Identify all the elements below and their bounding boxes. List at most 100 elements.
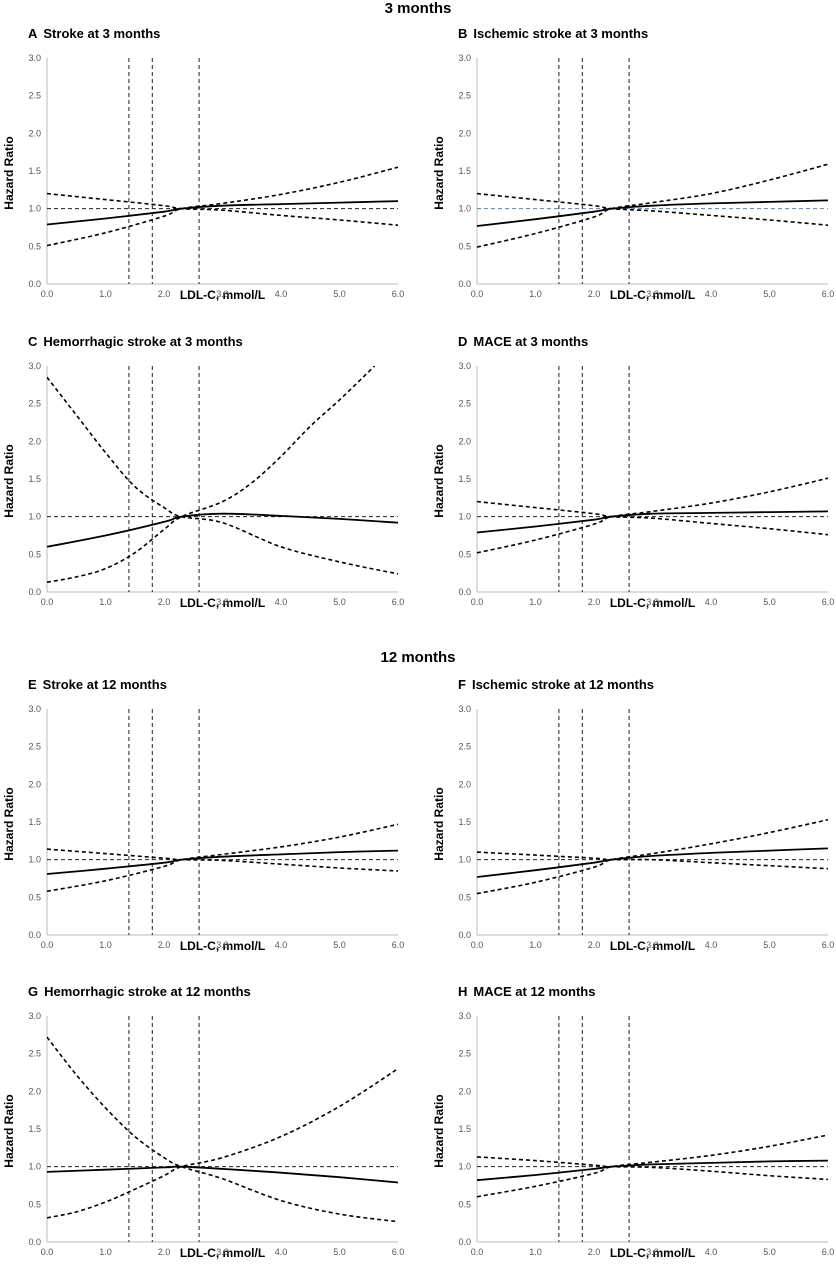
x-axis-label: LDL-C, mmol/L [609,288,696,302]
y-tick-label: 2.0 [28,436,41,446]
y-tick-label: 1.5 [458,817,471,827]
y-tick-label: 0.5 [28,892,41,902]
y-tick-label: 2.0 [28,779,41,789]
x-tick-label: 6.0 [822,940,835,950]
y-tick-label: 0.0 [458,279,471,289]
y-tick-label: 1.5 [28,817,41,827]
x-tick-label: 0.0 [471,1247,484,1257]
y-tick-label: 0.5 [458,549,471,559]
y-tick-label: 2.0 [458,1086,471,1096]
x-tick-label: 2.0 [588,597,601,607]
panel-title-text: Hemorrhagic stroke at 3 months [43,334,243,349]
y-tick-label: 2.0 [458,128,471,138]
y-tick-label: 3.0 [458,53,471,63]
x-tick-label: 0.0 [41,289,54,299]
chart-svg-c: 0.0 0.5 1.0 1.5 2.0 2.5 3.0 0.0 1.0 2.0 3.0 4.0 5.0 6… [28,361,404,607]
panel-title-text: MACE at 12 months [473,984,596,999]
x-tick-label: 3.0 [646,940,659,950]
x-tick-label: 0.0 [41,597,54,607]
y-tick-label: 1.5 [458,166,471,176]
chart-title: C Hemorrhagic stroke at 3 months [28,334,243,349]
x-tick-label: 0.0 [471,289,484,299]
x-tick-label: 4.0 [705,1247,718,1257]
y-tick-label: 1.5 [28,166,41,176]
y-tick-label: 3.0 [28,1011,41,1021]
confidence-bound-curve [47,1068,398,1219]
hazard-ratio-curve [47,849,398,875]
panel-letter: H [458,984,468,999]
chart-svg-b: 0.0 0.5 1.0 1.5 2.0 2.5 3.0 0.0 1.0 2.0 3.0 4.0 5.0 6… [458,53,834,299]
x-tick-label: 2.0 [588,940,601,950]
x-tick-label: 5.0 [333,940,346,950]
section-title-12-months: 12 months [380,649,456,666]
hazard-ratio-curve [477,847,828,878]
x-tick-label: 1.0 [529,597,542,607]
y-tick-label: 0.5 [458,241,471,251]
y-tick-label: 1.0 [28,1162,41,1172]
chart-panel-g: G Hemorrhagic stroke at 12 months Hazard R… [0,984,418,1274]
x-tick-label: 4.0 [275,289,288,299]
y-tick-label: 0.0 [458,930,471,940]
x-tick-label: 4.0 [275,940,288,950]
y-tick-label: 1.0 [28,204,41,214]
y-tick-label: 1.5 [28,1124,41,1134]
x-tick-label: 5.0 [333,597,346,607]
x-tick-label: 3.0 [216,940,229,950]
confidence-bound-curve [477,163,828,248]
panel-letter: A [28,26,38,41]
confidence-bound-curve [47,192,398,226]
y-tick-label: 2.0 [458,779,471,789]
x-tick-label: 1.0 [99,289,112,299]
chart-svg-f: 0.0 0.5 1.0 1.5 2.0 2.5 3.0 0.0 1.0 2.0 3.0 4.0 5.0 6… [458,704,835,950]
panel-letter: G [28,984,39,999]
x-axis-label: LDL-C, mmol/L [179,596,266,610]
y-tick-label: 3.0 [458,1011,471,1021]
confidence-bound-curve [477,500,828,536]
panel-title-text: Stroke at 12 months [42,677,167,692]
x-tick-label: 1.0 [529,1247,542,1257]
x-tick-label: 6.0 [822,1247,835,1257]
confidence-bound-curve [47,848,398,872]
y-tick-label: 2.5 [28,742,41,752]
y-tick-label: 3.0 [28,361,41,371]
confidence-bound-curve [47,166,398,247]
y-tick-label: 1.5 [458,474,471,484]
x-tick-label: 5.0 [763,597,776,607]
hazard-ratio-curve [47,1165,398,1184]
hazard-ratio-curve [477,510,828,534]
y-tick-label: 1.0 [28,512,41,522]
x-tick-label: 2.0 [158,289,171,299]
y-tick-label: 2.5 [28,1049,41,1059]
confidence-bound-curve [477,818,828,895]
y-tick-label: 0.0 [28,930,41,940]
x-tick-label: 4.0 [275,597,288,607]
confidence-bound-curve [47,823,398,893]
x-axis-label: LDL-C, mmol/L [179,288,266,302]
x-tick-label: 5.0 [763,1247,776,1257]
x-tick-label: 5.0 [333,1247,346,1257]
y-tick-label: 2.5 [458,91,471,101]
chart-panel-c: C Hemorrhagic stroke at 3 months Hazard Ra… [0,334,418,624]
y-tick-label: 1.5 [28,474,41,484]
x-tick-label: 6.0 [392,1247,405,1257]
y-tick-label: 2.5 [28,399,41,409]
x-tick-label: 1.0 [529,289,542,299]
chart-panel-e: E Stroke at 12 months Hazard Ratio LDL-C, m… [0,677,418,967]
confidence-bound-curve [47,1036,398,1223]
panel-title-text: MACE at 3 months [473,334,589,349]
y-tick-label: 2.5 [458,742,471,752]
confidence-bound-curve [477,1134,828,1198]
confidence-bound-curve [477,851,828,870]
x-tick-label: 5.0 [763,940,776,950]
y-tick-label: 0.0 [28,279,41,289]
confidence-bound-curve [47,376,398,575]
y-tick-label: 0.0 [28,1237,41,1247]
chart-svg-h: 0.0 0.5 1.0 1.5 2.0 2.5 3.0 0.0 1.0 2.0 3.0 4.0 5.0 6… [458,1011,835,1257]
y-tick-label: 2.5 [28,91,41,101]
y-tick-label: 2.5 [458,1049,471,1059]
confidence-bound-curve [477,477,828,554]
y-tick-label: 1.0 [458,1162,471,1172]
chart-title: B Ischemic stroke at 3 months [458,26,648,41]
chart-title: F Ischemic stroke at 12 months [458,677,654,692]
x-tick-label: 3.0 [646,289,659,299]
